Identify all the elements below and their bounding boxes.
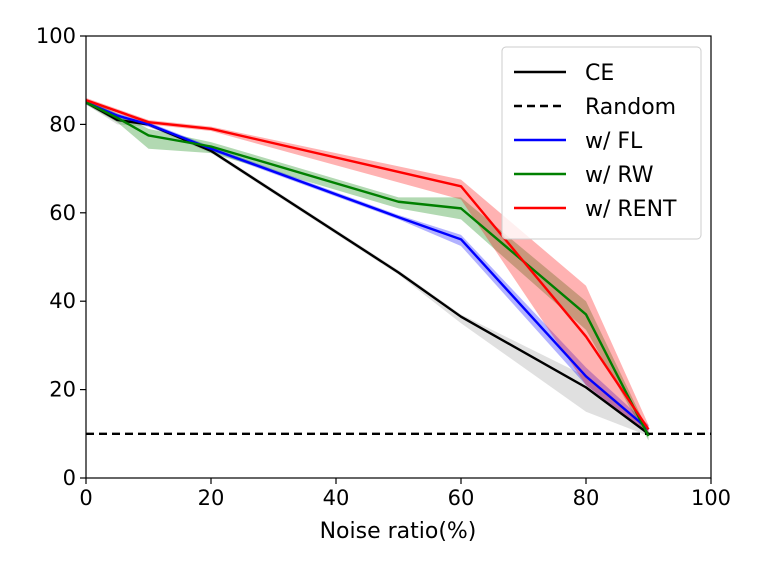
legend-label-w-rent: w/ RENT: [585, 197, 677, 222]
line-w-rw: [85, 101, 650, 437]
x-axis-label: Noise ratio(%): [320, 519, 477, 544]
y-tick-label: 0: [63, 466, 76, 490]
legend: CE Random w/ FL w/ RW w/ RENT: [501, 46, 702, 240]
x-tick-label: 100: [691, 486, 731, 510]
y-axis-ticks: 0 20 40 60 80 100: [36, 24, 86, 490]
line-w-fl: [85, 101, 650, 431]
x-tick-label: 0: [79, 486, 92, 510]
band-w-rw: [86, 100, 649, 441]
x-tick-label: 40: [323, 486, 350, 510]
legend-label-w-rw: w/ RW: [585, 163, 654, 188]
y-tick-label: 20: [49, 378, 76, 402]
legend-label-random: Random: [585, 95, 676, 120]
y-tick-label: 40: [49, 289, 76, 313]
y-tick-label: 60: [49, 201, 76, 225]
line-w-rent: [85, 98, 650, 431]
plot-frame: [85, 35, 712, 479]
y-tick-label: 100: [36, 24, 76, 48]
band-ce: [86, 100, 649, 437]
legend-box: [501, 46, 702, 240]
y-tick-label: 80: [49, 112, 76, 136]
x-tick-label: 80: [573, 486, 600, 510]
legend-label-w-fl: w/ FL: [585, 129, 643, 154]
x-axis-ticks: 0 20 40 60 80 100: [79, 478, 731, 510]
x-tick-label: 20: [198, 486, 225, 510]
series-lines: [85, 98, 711, 437]
legend-label-ce: CE: [585, 61, 614, 86]
x-tick-label: 60: [448, 486, 475, 510]
